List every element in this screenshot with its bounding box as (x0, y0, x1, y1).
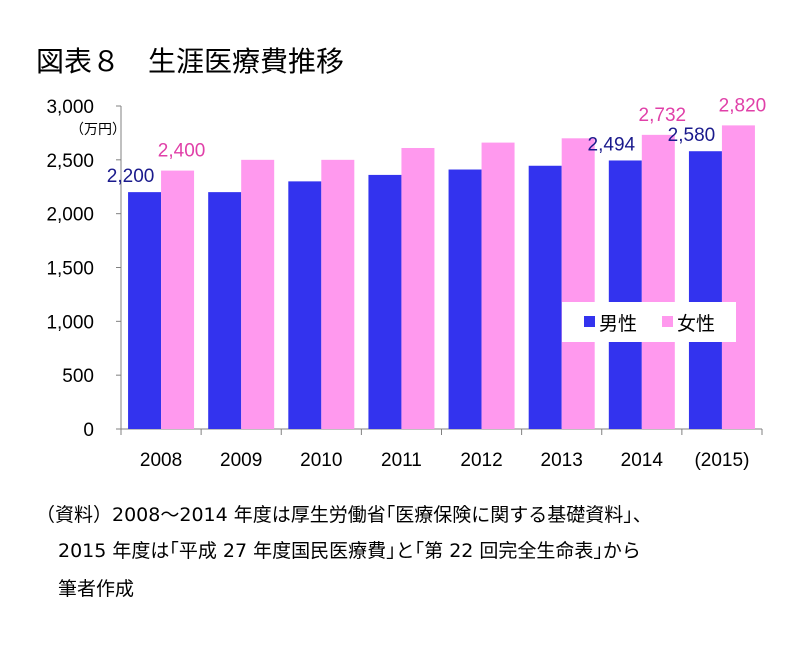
bar-female (561, 138, 595, 430)
x-tick-label: 2009 (220, 450, 262, 471)
bar-male (608, 160, 642, 429)
x-tick-label: 2010 (300, 450, 342, 471)
bar-female (161, 170, 195, 429)
source-note-line-3: 筆者作成 (58, 578, 135, 600)
x-tick-label: 2008 (140, 450, 182, 471)
y-tick-label: 2,000 (46, 205, 94, 226)
bar-female (641, 134, 675, 429)
chart-bars (128, 125, 755, 430)
bar-male (128, 192, 162, 429)
x-tick-label: 2014 (621, 450, 664, 471)
y-tick-label: 500 (62, 366, 94, 387)
x-tick-label: 2013 (541, 450, 583, 471)
bar-male (368, 174, 402, 429)
bar-female (241, 159, 275, 430)
legend-swatch-female (662, 316, 673, 327)
bar-male (208, 192, 242, 429)
y-tick-label: 1,500 (46, 259, 94, 280)
x-tick-label: (2015) (694, 450, 749, 471)
legend-swatch-male (584, 316, 595, 327)
chart-axes: 0 500 1,000 1,500 2,000 2,500 3,000 （万円） 2008 200… (46, 97, 763, 471)
data-label-female: 2,820 (719, 95, 767, 116)
bar-male (528, 165, 562, 429)
data-label-male: 2,580 (668, 125, 716, 146)
bar-female (321, 159, 355, 430)
bar-male (448, 169, 482, 430)
data-label-male: 2,200 (107, 166, 155, 187)
bar-female (401, 147, 435, 430)
bar-chart: 0 500 1,000 1,500 2,000 2,500 3,000 （万円） 2008 200… (46, 95, 766, 471)
data-label-female: 2,732 (639, 105, 687, 126)
y-tick-label: 2,500 (46, 151, 94, 172)
y-tick-label: 0 (83, 420, 94, 441)
bar-female (721, 125, 755, 429)
chart-legend: 男性 女性 (562, 302, 736, 342)
x-tick-label: 2012 (460, 450, 502, 471)
bar-male (688, 151, 722, 429)
data-label-male: 2,494 (588, 134, 636, 155)
bar-male (288, 181, 322, 429)
y-tick-label: 1,000 (46, 312, 94, 333)
x-tick-label: 2011 (381, 450, 422, 471)
source-note-line-1: （資料）2008～2014 年度は厚生労働省｢医療保険に関する基礎資料｣、 (36, 504, 652, 526)
legend-label-female: 女性 (677, 313, 715, 335)
bar-female (481, 142, 515, 429)
figure-title: 図表８ 生涯医療費推移 (36, 45, 345, 78)
source-note-line-2: 2015 年度は｢平成 27 年度国民医療費｣と｢第 22 回完全生命表｣から (58, 540, 641, 562)
legend-label-male: 男性 (599, 313, 637, 335)
y-tick-label: 3,000 (46, 97, 94, 118)
y-unit-label: （万円） (70, 121, 126, 137)
data-label-female: 2,400 (158, 141, 206, 162)
